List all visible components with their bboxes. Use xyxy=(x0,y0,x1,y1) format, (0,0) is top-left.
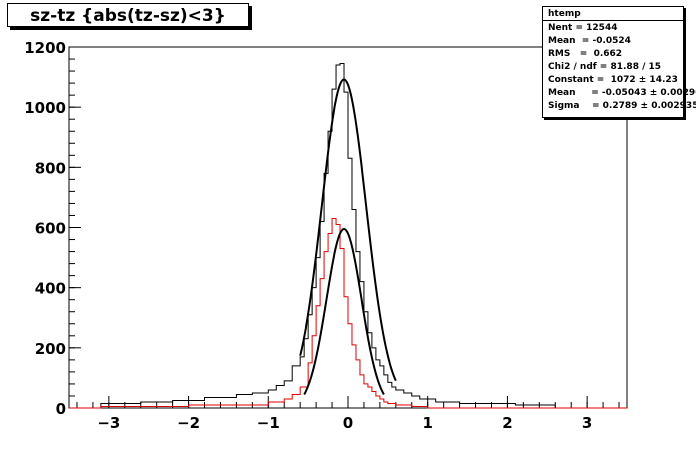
y-tick-label: 400 xyxy=(35,280,66,298)
x-tick-label: 0 xyxy=(343,414,353,432)
histogram-bin-black xyxy=(340,64,344,408)
stats-row-chi2: Chi2 / ndf = 81.88 / 15 xyxy=(548,62,662,72)
histogram-bin-black xyxy=(352,209,356,408)
histogram-bin-red xyxy=(284,399,292,408)
histogram-bin-red xyxy=(384,402,388,408)
histogram-bin-black xyxy=(392,387,396,408)
stats-row-mean: Mean = -0.0524 xyxy=(548,36,631,46)
x-tick-label: 2 xyxy=(502,414,512,432)
y-tick-label: 200 xyxy=(35,340,66,358)
x-tick-label: −1 xyxy=(257,414,280,432)
histogram-bin-black xyxy=(304,339,308,408)
y-tick-label: 600 xyxy=(35,220,66,238)
histogram-bin-black xyxy=(388,382,392,408)
histogram-bin-red xyxy=(380,399,384,408)
histogram-bin-red xyxy=(324,252,328,408)
histogram-bin-red xyxy=(360,375,364,408)
histogram-bin-black xyxy=(404,393,412,408)
stats-row-constant: Constant = 1072 ± 14.23 xyxy=(548,75,678,85)
y-tick-label: 1200 xyxy=(24,39,66,57)
histogram-bin-black xyxy=(101,403,141,408)
stats-row-fit-mean: Mean = -0.05043 ± 0.002968 xyxy=(548,88,696,98)
histogram-bin-black xyxy=(252,393,268,408)
histogram-bin-black xyxy=(484,403,516,408)
histogram-bin-red xyxy=(320,279,324,408)
y-tick-label: 1000 xyxy=(24,99,66,117)
histogram-bin-black xyxy=(276,385,284,408)
stats-row-entries: Nent = 12544 xyxy=(548,23,618,33)
histogram-bin-red xyxy=(388,403,396,408)
gaussian-fit-curve xyxy=(299,78,397,382)
x-tick-label: −3 xyxy=(97,414,120,432)
chart-title: sz-tz {abs(tz-sz)<3} xyxy=(30,6,226,26)
gaussian-fit-curve xyxy=(303,227,385,395)
histogram-bin-black xyxy=(308,315,312,408)
histogram-bin-red xyxy=(348,324,352,408)
histogram-bin-red xyxy=(292,394,300,408)
chart-title-box: sz-tz {abs(tz-sz)<3} xyxy=(7,3,249,27)
histogram-bin-red xyxy=(352,345,356,408)
histogram-bin-black xyxy=(460,403,484,408)
histogram-bin-red xyxy=(364,384,368,408)
histogram-bin-red xyxy=(328,234,332,408)
histogram-bin-black xyxy=(344,92,348,408)
y-tick-label: 800 xyxy=(35,159,66,177)
histogram-bin-red xyxy=(356,360,360,408)
histogram-bin-red xyxy=(372,391,376,408)
histogram-bin-red xyxy=(268,402,284,408)
histogram-bin-black xyxy=(312,288,316,408)
histogram-bin-black xyxy=(268,390,276,408)
stats-box: htemp Nent = 12544 Mean = -0.0524 RMS = … xyxy=(542,6,696,118)
x-tick-label: 1 xyxy=(422,414,432,432)
histogram-bin-black xyxy=(292,366,300,408)
histogram-bin-red xyxy=(368,387,372,408)
histogram-bin-black xyxy=(348,158,352,408)
stats-row-sigma: Sigma = 0.2789 ± 0.002935 xyxy=(548,101,696,111)
histogram-outline-black xyxy=(69,63,627,409)
histogram-bin-black xyxy=(384,375,388,408)
histogram-bin-black xyxy=(284,381,292,408)
histogram-bin-black xyxy=(436,402,460,408)
histogram-bin-black xyxy=(236,394,252,408)
histogram-bin-red xyxy=(376,396,380,408)
histogram-bin-red xyxy=(340,249,344,408)
histogram-bin-black xyxy=(300,357,304,408)
histogram-bin-black xyxy=(316,258,320,408)
x-tick-label: −2 xyxy=(177,414,200,432)
histogram-bin-red xyxy=(344,297,348,408)
histogram-bin-red xyxy=(336,224,340,408)
x-tick-label: 3 xyxy=(582,414,592,432)
stats-row-rms: RMS = 0.662 xyxy=(548,49,623,59)
y-tick-label: 0 xyxy=(56,400,66,418)
histogram-outline-red xyxy=(69,217,627,409)
stats-name: htemp xyxy=(543,8,683,21)
